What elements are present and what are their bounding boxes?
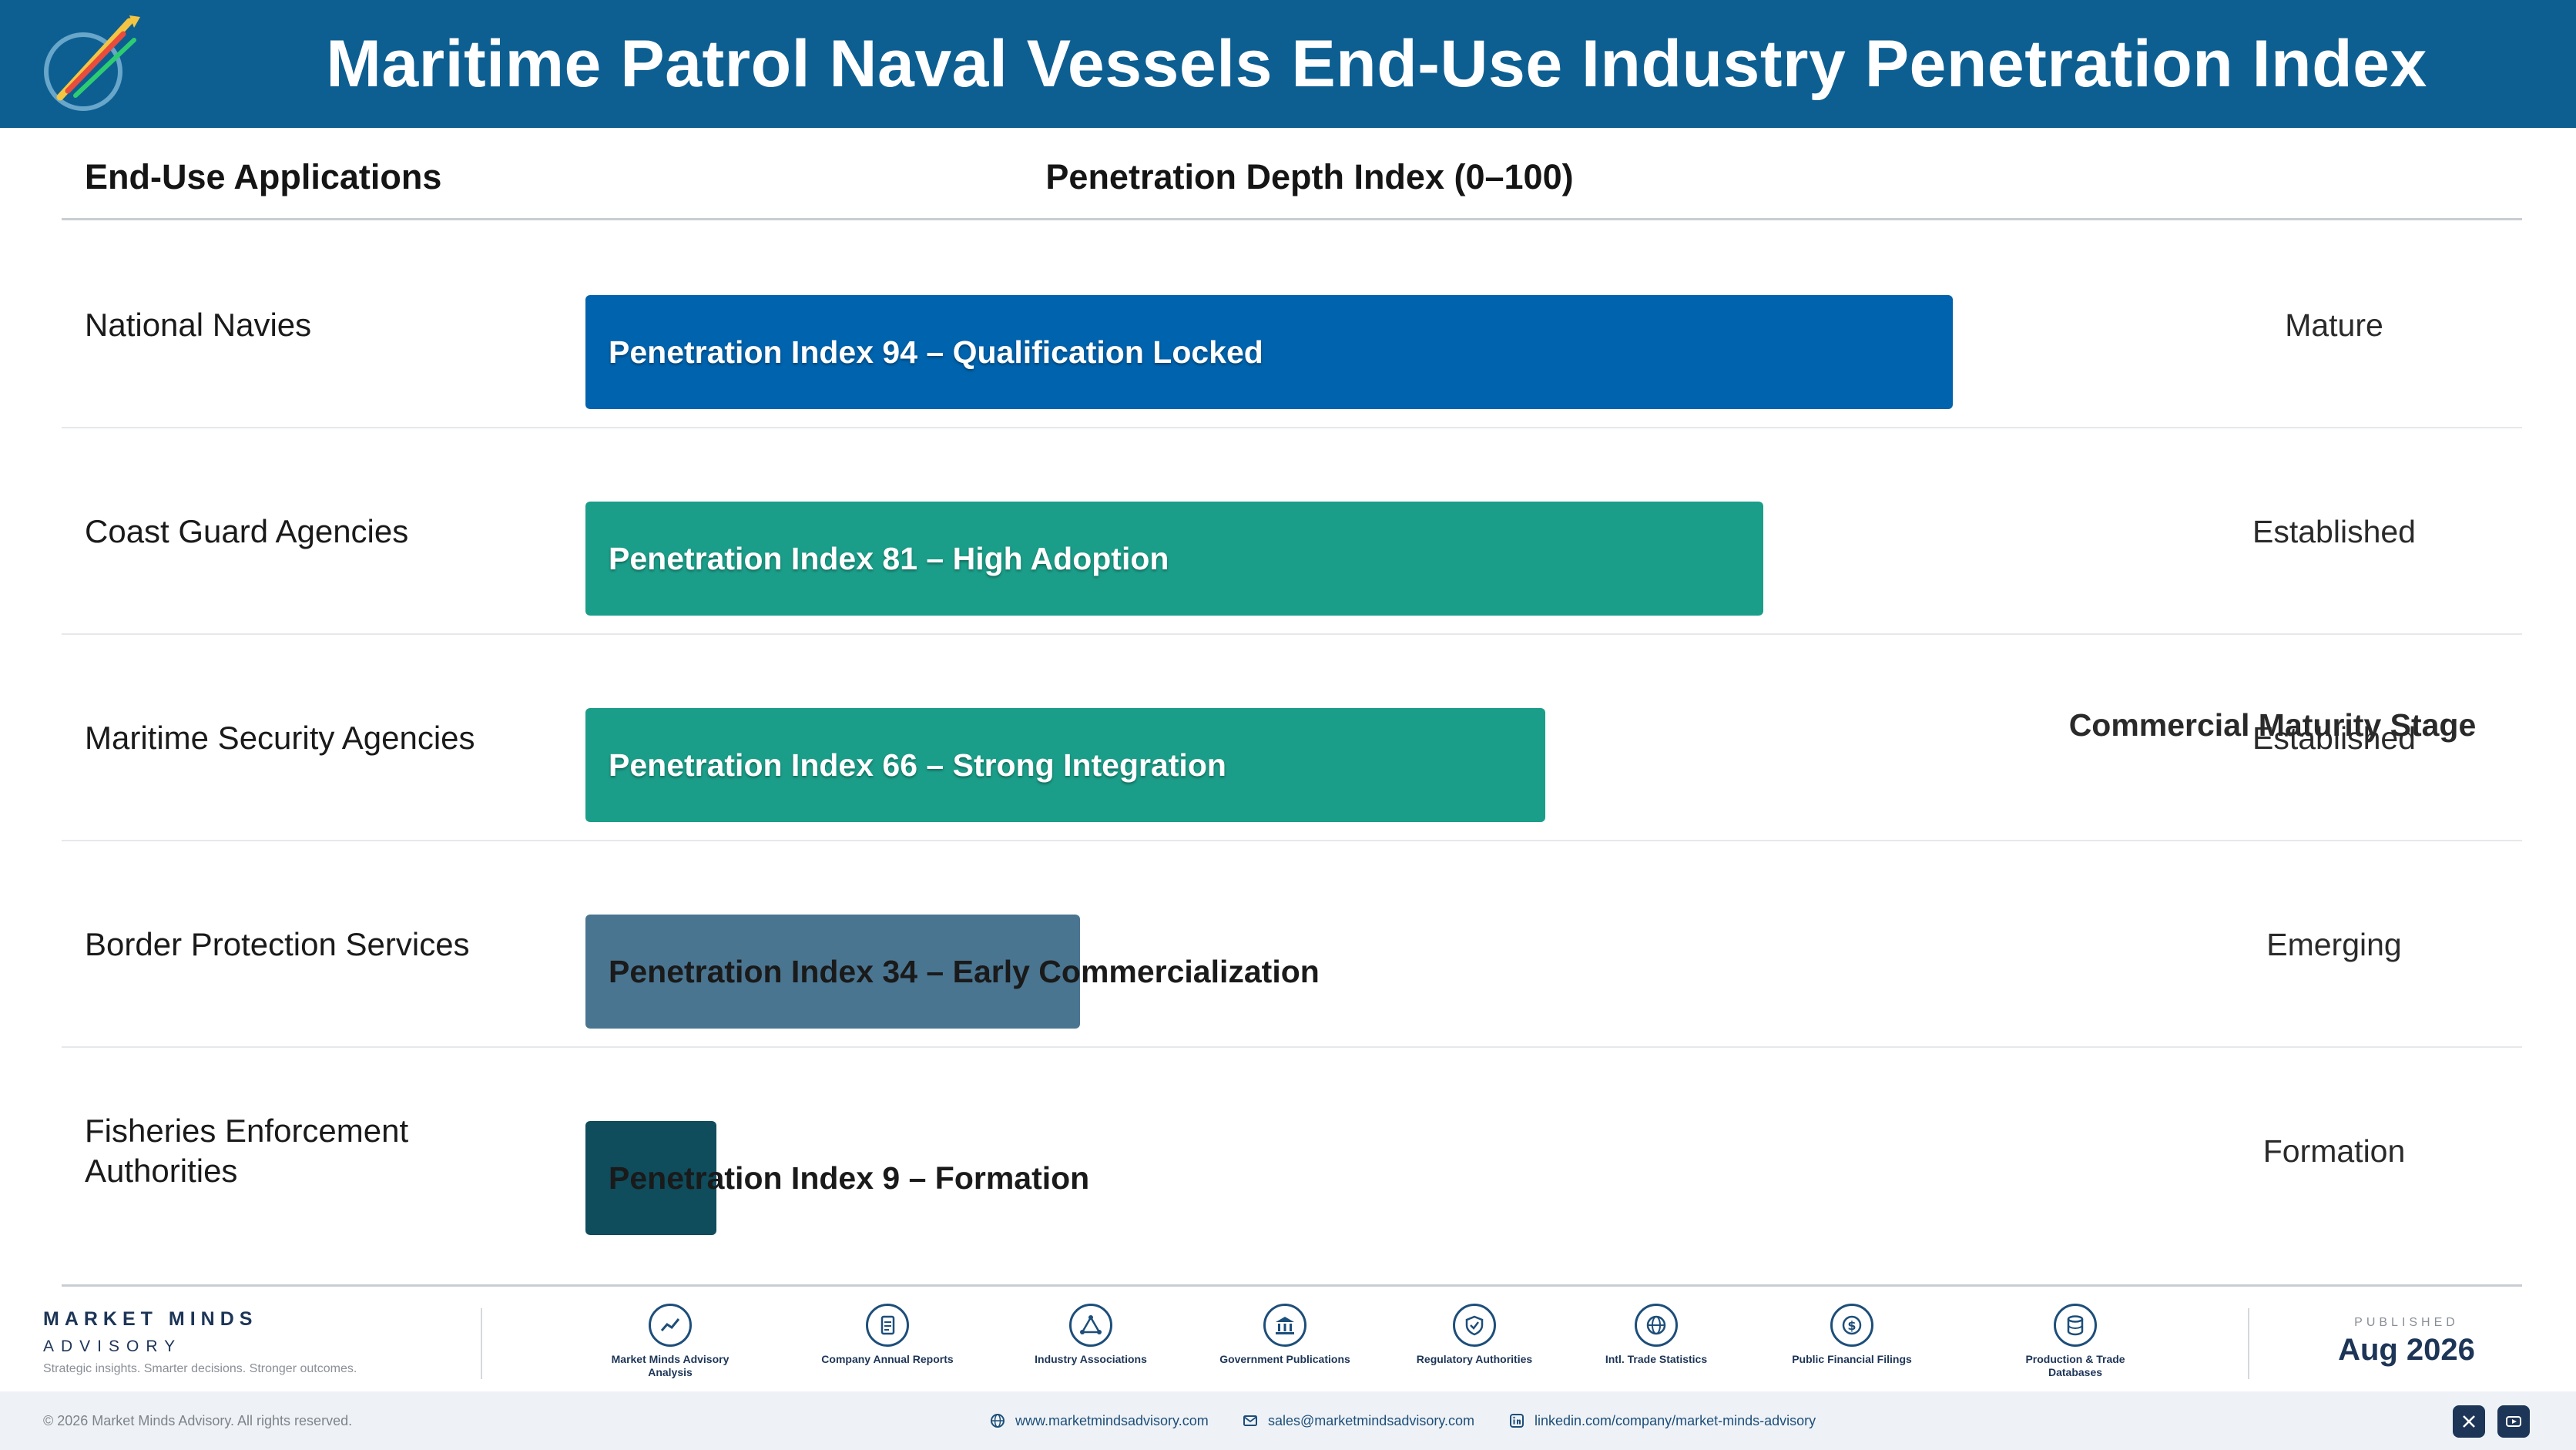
source-market-minds: Market Minds Advisory Analysis	[593, 1304, 747, 1379]
brand-subtitle: ADVISORY	[43, 1338, 183, 1355]
email-link[interactable]: sales@marketmindsadvisory.com	[1242, 1391, 1474, 1450]
source-trade-statistics: Intl. Trade Statistics	[1579, 1304, 1733, 1366]
website-text: www.marketmindsadvisory.com	[1015, 1412, 1209, 1428]
source-government-publications: Government Publications	[1208, 1304, 1362, 1366]
source-label: Regulatory Authorities	[1416, 1353, 1533, 1365]
source-label: Company Annual Reports	[821, 1353, 954, 1365]
category-label: Maritime Security Agencies	[85, 720, 475, 756]
shield-check-icon	[1453, 1304, 1496, 1347]
category-label: Coast Guard Agencies	[85, 513, 409, 549]
bottom-bar: © 2026 Market Minds Advisory. All rights…	[0, 1391, 2576, 1450]
svg-text:$: $	[1847, 1318, 1856, 1333]
footer: MARKET MINDS ADVISORY Strategic insights…	[0, 1294, 2576, 1388]
category-label: National Navies	[85, 307, 312, 343]
bar-data-label: Penetration Index 34 – Early Commerciali…	[609, 954, 1320, 989]
penetration-bar	[585, 708, 1545, 822]
database-icon	[2054, 1304, 2097, 1347]
penetration-bar	[585, 502, 1763, 616]
header-divider	[62, 218, 2522, 220]
source-financial-filings: $ Public Financial Filings	[1775, 1304, 1929, 1366]
company-logo-icon	[44, 15, 140, 111]
maturity-stage: Emerging	[2266, 926, 2402, 962]
network-icon	[1069, 1304, 1112, 1347]
category-label: Border Protection Services	[85, 926, 470, 962]
column-header-stage: Commercial Maturity Stage	[2068, 707, 2477, 743]
column-header-applications: End-Use Applications	[85, 157, 442, 196]
row-divider	[62, 633, 2522, 635]
document-icon	[866, 1304, 909, 1347]
source-label: Production & Trade Databases	[2025, 1353, 2125, 1378]
penetration-bar	[585, 1121, 716, 1235]
maturity-stage: Established	[2252, 513, 2416, 549]
envelope-icon	[1243, 1415, 1257, 1426]
row-divider	[62, 840, 2522, 841]
dollar-coin-icon: $	[1830, 1304, 1873, 1347]
row-divider	[62, 427, 2522, 428]
x-icon	[2463, 1415, 2475, 1428]
youtube-icon	[2506, 1416, 2521, 1427]
published-date: Aug 2026	[2338, 1333, 2475, 1367]
website-link[interactable]: www.marketmindsadvisory.com	[989, 1391, 1209, 1450]
column-header-depth: Penetration Depth Index (0–100)	[1045, 157, 1574, 196]
penetration-bar	[585, 295, 1953, 409]
penetration-bar	[585, 915, 1080, 1029]
brand-name: MARKET MINDS	[43, 1308, 258, 1330]
source-trade-databases: Production & Trade Databases	[1998, 1304, 2152, 1379]
government-building-icon	[1263, 1304, 1306, 1347]
brand-tagline: Strategic insights. Smarter decisions. S…	[43, 1362, 357, 1375]
email-text: sales@marketmindsadvisory.com	[1268, 1412, 1475, 1428]
source-label: Public Financial Filings	[1792, 1353, 1912, 1365]
footer-divider	[62, 1284, 2522, 1287]
footer-divider-right	[2248, 1308, 2249, 1379]
linkedin-icon	[1510, 1414, 1524, 1428]
page-title: Maritime Patrol Naval Vessels End-Use In…	[326, 27, 2427, 101]
source-label: Market Minds Advisory Analysis	[611, 1353, 730, 1378]
youtube-social-button[interactable]	[2497, 1405, 2530, 1438]
bar-data-label: Penetration Index 94 – Qualification Loc…	[609, 334, 1263, 370]
published-label: PUBLISHED	[2354, 1316, 2459, 1329]
header-banner: Maritime Patrol Naval Vessels End-Use In…	[0, 0, 2576, 128]
maturity-stage: Formation	[2262, 1133, 2406, 1169]
linkedin-link[interactable]: linkedin.com/company/market-minds-adviso…	[1508, 1391, 1816, 1450]
bar-data-label: Penetration Index 9 – Formation	[609, 1160, 1090, 1196]
source-label: Government Publications	[1219, 1353, 1350, 1365]
maturity-stage: Established	[2252, 720, 2416, 756]
chart-row: Fisheries Enforcement Authorities Penetra…	[62, 1048, 2522, 1254]
source-annual-reports: Company Annual Reports	[810, 1304, 964, 1366]
globe-icon	[1635, 1304, 1678, 1347]
source-label: Intl. Trade Statistics	[1605, 1353, 1708, 1365]
maturity-stage: Mature	[2285, 307, 2383, 343]
chart-line-icon	[649, 1304, 692, 1347]
category-label: Fisheries Enforcement Authorities	[85, 1113, 409, 1189]
source-industry-associations: Industry Associations	[1014, 1304, 1168, 1366]
row-divider	[62, 1046, 2522, 1048]
linkedin-text: linkedin.com/company/market-minds-adviso…	[1535, 1412, 1816, 1428]
bar-data-label: Penetration Index 66 – Strong Integratio…	[609, 747, 1226, 783]
source-regulatory-authorities: Regulatory Authorities	[1397, 1304, 1551, 1366]
chart-row: National Navies Penetration Index 94 – Qu…	[62, 222, 2522, 428]
copyright-text: © 2026 Market Minds Advisory. All rights…	[43, 1413, 353, 1428]
x-social-button[interactable]	[2453, 1405, 2485, 1438]
globe-icon	[991, 1414, 1005, 1428]
chart-row: Coast Guard Agencies Penetration Index 81…	[62, 428, 2522, 635]
chart-row: Border Protection Services Penetration In…	[62, 841, 2522, 1048]
bar-data-label: Penetration Index 81 – High Adoption	[609, 541, 1169, 576]
source-label: Industry Associations	[1035, 1353, 1147, 1365]
footer-divider-left	[481, 1308, 482, 1379]
chart-row: Maritime Security Agencies Penetration In…	[62, 635, 2522, 841]
